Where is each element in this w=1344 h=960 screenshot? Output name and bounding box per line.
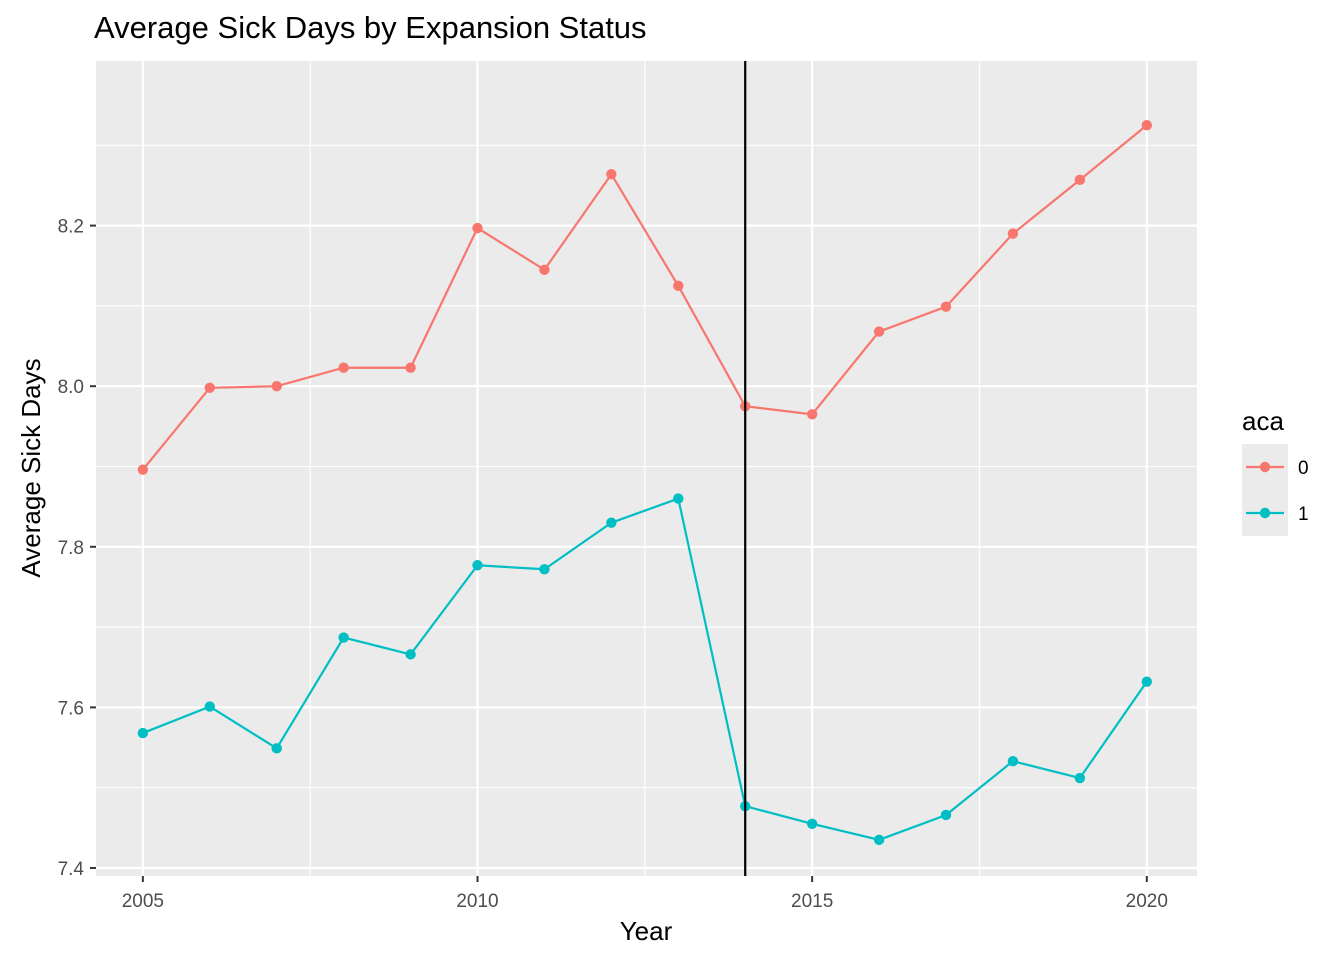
data-point [472,222,483,234]
data-point [137,727,149,739]
grid-minor [96,61,1197,876]
y-tick-label: 8.0 [58,377,84,398]
series-line [142,497,1148,842]
series-line [141,124,1148,471]
x-tick-label: 2005 [122,891,164,912]
data-point [137,464,149,475]
legend-key-point [1259,507,1271,519]
y-tick-label: 7.4 [58,859,85,880]
series-1 [137,493,1153,846]
data-point [405,362,416,373]
data-point [1074,772,1086,784]
data-point [673,280,684,292]
data-point [338,632,349,643]
grid-major [96,61,1197,876]
plot-panel [96,61,1197,876]
x-tick-label: 2015 [791,891,833,912]
legend-item-0: 0 [1242,444,1309,490]
chart-title: Average Sick Days by Expansion Status [94,10,647,45]
data-point [1007,228,1019,239]
data-point [806,818,818,830]
data-point [606,169,617,180]
data-point [806,409,818,420]
y-tick-label: 8.2 [58,217,84,238]
x-tick-label: 2020 [1126,891,1168,912]
y-tick-label: 7.8 [58,538,84,559]
legend-label: 0 [1298,458,1309,479]
y-axis: 7.4 7.6 7.8 8.0 8.2 [58,217,96,880]
legend-item-1: 1 [1242,490,1309,536]
data-point [606,517,617,528]
x-axis: 2005 2010 2015 2020 [122,876,1168,912]
data-point [1074,174,1086,186]
data-point [338,362,349,373]
series-0 [137,120,1153,475]
y-axis-title: Average Sick Days [16,358,46,577]
data-point [405,649,416,660]
data-point [940,301,952,312]
legend: aca 0 1 [1242,406,1309,536]
data-point [204,701,215,712]
data-point [940,809,952,821]
data-point [1007,755,1019,767]
data-point [873,326,885,337]
series-layer [137,120,1153,846]
data-point [873,834,885,846]
data-point [539,564,550,575]
data-point [539,264,550,275]
data-point [1141,676,1153,687]
legend-label: 1 [1298,504,1309,525]
data-point [271,380,282,392]
data-point [673,493,684,504]
legend-title: aca [1242,406,1284,436]
legend-key-point [1259,461,1271,473]
data-point [472,560,483,571]
data-point [204,382,215,394]
data-point [1141,120,1153,131]
x-tick-label: 2010 [456,891,498,912]
x-axis-title: Year [620,916,673,946]
y-tick-label: 7.6 [58,698,84,719]
data-point [271,743,282,754]
